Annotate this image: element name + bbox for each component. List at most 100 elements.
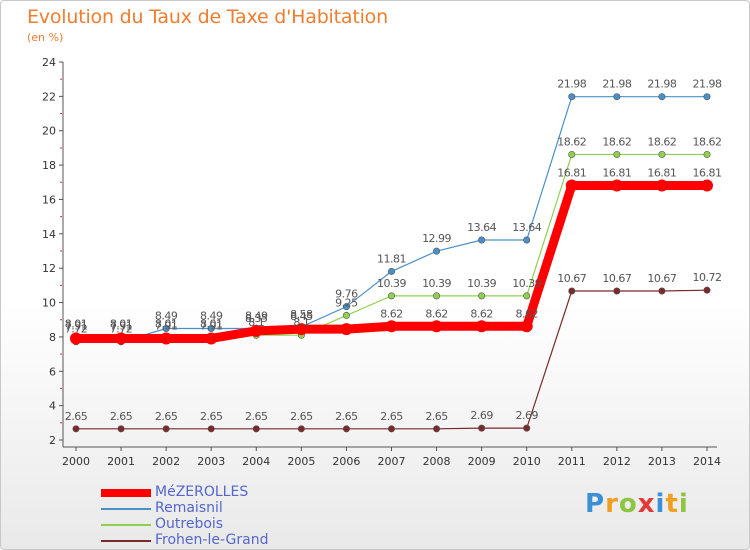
data-label-remaisnil: 7.72 bbox=[65, 323, 88, 336]
y-tick-label: 2 bbox=[49, 434, 56, 447]
data-label-m-zerolles: 7.91 bbox=[155, 319, 178, 332]
data-label-outrebois: 18.62 bbox=[602, 135, 631, 148]
data-label-frohen-le-grand: 10.67 bbox=[647, 272, 676, 285]
data-point-outrebois bbox=[433, 292, 441, 300]
data-point-frohen-le-grand bbox=[387, 425, 395, 433]
y-tick-label: 14 bbox=[42, 228, 56, 241]
data-point-remaisnil bbox=[478, 236, 486, 244]
data-label-m-zerolles: 16.81 bbox=[647, 167, 676, 180]
data-label-outrebois: 18.62 bbox=[557, 135, 586, 148]
y-tick-label: 18 bbox=[42, 159, 56, 172]
data-point-frohen-le-grand bbox=[523, 424, 531, 432]
y-tick-label: 12 bbox=[42, 262, 56, 275]
data-point-m-zerolles bbox=[295, 323, 308, 336]
data-label-remaisnil: 12.99 bbox=[422, 232, 451, 245]
data-point-m-zerolles bbox=[701, 179, 713, 192]
data-point-m-zerolles bbox=[160, 332, 173, 345]
data-point-frohen-le-grand bbox=[117, 425, 125, 433]
data-point-frohen-le-grand bbox=[72, 425, 80, 433]
data-label-frohen-le-grand: 2.69 bbox=[470, 409, 493, 422]
data-label-frohen-le-grand: 2.65 bbox=[290, 410, 313, 423]
logo-letter: x bbox=[637, 489, 656, 519]
data-point-frohen-le-grand bbox=[433, 425, 441, 433]
data-label-outrebois: 10.39 bbox=[377, 277, 406, 290]
x-tick-label: 2000 bbox=[62, 455, 90, 468]
data-point-remaisnil bbox=[387, 267, 395, 275]
x-tick-label: 2012 bbox=[603, 455, 631, 468]
data-point-outrebois bbox=[342, 311, 350, 319]
data-label-m-zerolles: 7.91 bbox=[110, 319, 133, 332]
data-point-frohen-le-grand bbox=[342, 425, 350, 433]
legend-swatch bbox=[101, 508, 151, 510]
x-tick-label: 2004 bbox=[242, 455, 270, 468]
data-point-remaisnil bbox=[433, 247, 441, 255]
data-label-remaisnil: 11.81 bbox=[377, 252, 406, 265]
data-label-frohen-le-grand: 2.69 bbox=[515, 409, 538, 422]
data-label-outrebois: 10.39 bbox=[467, 277, 496, 290]
data-label-remaisnil: 8.49 bbox=[200, 309, 223, 322]
data-point-outrebois bbox=[568, 150, 576, 158]
data-label-frohen-le-grand: 10.67 bbox=[557, 272, 586, 285]
logo-letter: P bbox=[585, 489, 606, 519]
data-label-outrebois: 18.62 bbox=[693, 135, 722, 148]
x-tick-label: 2005 bbox=[287, 455, 315, 468]
data-label-frohen-le-grand: 2.65 bbox=[335, 410, 358, 423]
data-label-remaisnil: 21.98 bbox=[557, 78, 586, 91]
data-label-remaisnil: 21.98 bbox=[602, 78, 631, 91]
data-label-frohen-le-grand: 2.65 bbox=[200, 410, 223, 423]
data-label-remaisnil: 8.49 bbox=[155, 309, 178, 322]
data-label-outrebois: 8.01 bbox=[65, 318, 88, 331]
data-point-frohen-le-grand bbox=[297, 425, 305, 433]
data-label-frohen-le-grand: 10.67 bbox=[602, 272, 631, 285]
data-point-m-zerolles bbox=[340, 323, 353, 336]
data-point-m-zerolles bbox=[115, 332, 128, 345]
logo-letter: o bbox=[618, 489, 638, 519]
data-label-remaisnil: 8.58 bbox=[290, 308, 313, 321]
data-point-frohen-le-grand bbox=[478, 424, 486, 432]
data-point-m-zerolles bbox=[385, 320, 398, 333]
y-tick-label: 10 bbox=[42, 297, 56, 310]
proxiti-logo: Proxiti bbox=[585, 489, 689, 519]
data-point-frohen-le-grand bbox=[658, 287, 666, 295]
y-tick-label: 16 bbox=[42, 193, 56, 206]
chart-title: Evolution du Taux de Taxe d'Habitation bbox=[27, 6, 388, 28]
data-label-remaisnil: 7.72 bbox=[110, 323, 133, 336]
data-point-remaisnil bbox=[658, 93, 666, 101]
data-point-frohen-le-grand bbox=[207, 425, 215, 433]
data-point-outrebois bbox=[613, 150, 621, 158]
logo-letter: i bbox=[678, 489, 689, 519]
data-label-outrebois: 18.62 bbox=[647, 135, 676, 148]
data-point-remaisnil bbox=[568, 93, 576, 101]
x-tick-label: 2013 bbox=[648, 455, 676, 468]
data-point-m-zerolles bbox=[475, 320, 488, 333]
data-label-m-zerolles: 8.62 bbox=[380, 307, 403, 320]
x-tick-label: 2008 bbox=[423, 455, 451, 468]
y-tick-label: 8 bbox=[49, 331, 56, 344]
data-label-m-zerolles: 8.62 bbox=[470, 307, 493, 320]
logo-letter: r bbox=[605, 489, 619, 519]
data-label-remaisnil: 9.76 bbox=[335, 288, 358, 301]
data-label-frohen-le-grand: 10.72 bbox=[693, 271, 722, 284]
data-label-frohen-le-grand: 2.65 bbox=[65, 410, 88, 423]
y-tick-label: 4 bbox=[49, 400, 56, 413]
data-label-m-zerolles: 8.35 bbox=[245, 312, 268, 325]
x-tick-label: 2003 bbox=[197, 455, 225, 468]
data-label-m-zerolles: 8.45 bbox=[290, 310, 313, 323]
data-label-frohen-le-grand: 2.65 bbox=[245, 410, 268, 423]
data-point-m-zerolles bbox=[430, 320, 443, 333]
data-label-m-zerolles: 16.81 bbox=[557, 167, 586, 180]
data-point-m-zerolles bbox=[205, 332, 218, 345]
data-point-m-zerolles bbox=[520, 320, 533, 333]
data-label-remaisnil: 8.49 bbox=[245, 309, 268, 322]
logo-letter: i bbox=[655, 489, 666, 519]
y-tick-label: 22 bbox=[42, 90, 56, 103]
x-tick-label: 2007 bbox=[378, 455, 406, 468]
data-point-m-zerolles bbox=[70, 332, 82, 345]
data-label-remaisnil: 13.64 bbox=[512, 221, 541, 234]
data-point-remaisnil bbox=[613, 93, 621, 101]
data-point-frohen-le-grand bbox=[162, 425, 170, 433]
data-point-outrebois bbox=[523, 292, 531, 300]
data-label-outrebois: 8.01 bbox=[200, 318, 223, 331]
data-label-outrebois: 8.01 bbox=[155, 318, 178, 331]
data-label-m-zerolles: 16.81 bbox=[602, 167, 631, 180]
